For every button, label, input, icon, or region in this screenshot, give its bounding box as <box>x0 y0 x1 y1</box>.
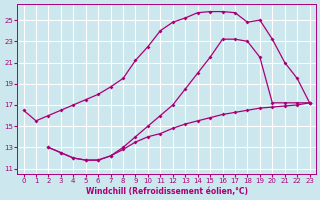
X-axis label: Windchill (Refroidissement éolien,°C): Windchill (Refroidissement éolien,°C) <box>85 187 248 196</box>
